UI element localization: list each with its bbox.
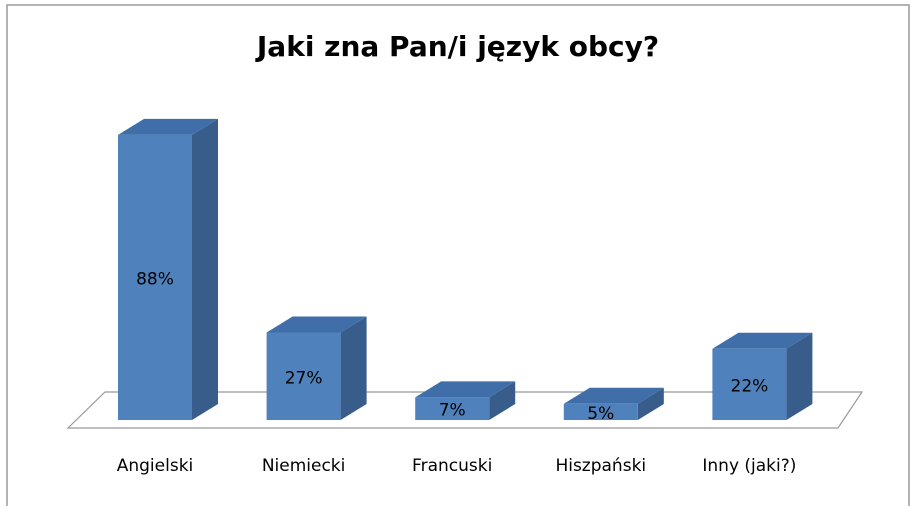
bar-front [415, 397, 490, 420]
value-label: 88% [136, 269, 174, 289]
x-tick-label: Inny (jaki?) [702, 456, 796, 476]
bar-top [266, 316, 367, 333]
bar-top [415, 381, 516, 398]
value-label: 5% [587, 404, 614, 424]
bar-side [192, 118, 218, 420]
bar-top [563, 387, 664, 404]
bar-top [712, 332, 813, 349]
value-label: 7% [439, 401, 466, 421]
bar [563, 387, 664, 420]
bar-front [266, 332, 341, 420]
bar [415, 381, 516, 420]
value-label: 27% [285, 368, 323, 388]
bar [712, 332, 813, 420]
bar-side [340, 316, 367, 420]
value-label: 22% [731, 376, 769, 396]
bar-front [563, 403, 638, 420]
x-tick-label: Niemiecki [262, 456, 346, 476]
x-tick-label: Angielski [117, 456, 194, 476]
bar-side [489, 381, 516, 420]
bar-side [637, 387, 664, 420]
chart-title: Jaki zna Pan/i język obcy? [255, 30, 659, 63]
bar [118, 118, 218, 420]
x-tick-label: Francuski [412, 456, 492, 476]
bar-front [712, 348, 787, 420]
x-tick-label: Hiszpański [555, 456, 646, 476]
bar-front [118, 134, 192, 420]
bar-side [786, 332, 813, 420]
bar [266, 316, 367, 420]
bar-top [118, 118, 218, 135]
